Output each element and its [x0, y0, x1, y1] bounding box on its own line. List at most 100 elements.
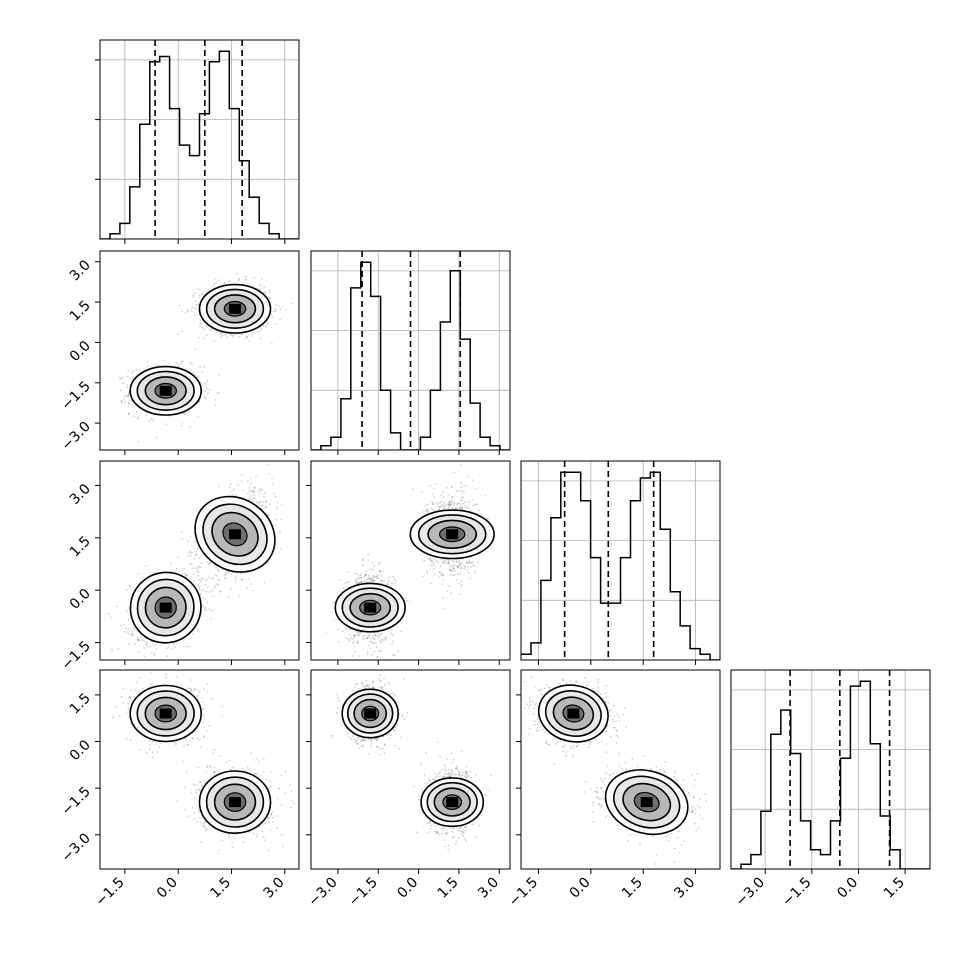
y-tick-label: −3.0 [58, 419, 93, 454]
scatter-point [463, 485, 466, 487]
scatter-point [271, 477, 273, 480]
scatter-point [395, 580, 397, 583]
scatter-point [259, 283, 262, 286]
scatter-point [344, 582, 347, 584]
scatter-point [355, 580, 358, 583]
scatter-point [240, 480, 243, 482]
scatter-point [263, 495, 265, 498]
scatter-point [227, 281, 230, 283]
scatter-point [241, 578, 244, 580]
scatter-panel-2-1 [306, 460, 511, 665]
scatter-point [208, 591, 211, 593]
scatter-point [381, 638, 384, 640]
scatter-point [240, 474, 243, 477]
scatter-point [180, 360, 183, 363]
scatter-point [351, 638, 354, 641]
scatter-point [202, 604, 205, 607]
scatter-point [345, 627, 348, 630]
scatter-point [178, 305, 181, 307]
scatter-point [392, 633, 394, 636]
scatter-point [366, 578, 369, 581]
scatter-point [276, 501, 279, 503]
scatter-point [363, 575, 365, 578]
scatter-point [362, 559, 365, 562]
scatter-point [180, 530, 183, 533]
scatter-point [260, 504, 263, 507]
scatter-point [264, 292, 267, 294]
scatter-point [424, 510, 427, 513]
scatter-point [382, 580, 385, 583]
scatter-point [213, 282, 215, 285]
scatter-point [180, 362, 182, 365]
scatter-point [183, 567, 185, 570]
scatter-point [204, 390, 207, 393]
scatter-point [280, 518, 283, 521]
scatter-point [371, 561, 374, 564]
scatter-point [406, 600, 408, 603]
scatter-point [390, 632, 392, 635]
scatter-point [195, 554, 198, 556]
scatter-point [183, 638, 186, 641]
scatter-point [203, 328, 205, 331]
scatter-point [228, 486, 231, 489]
scatter-point [208, 608, 211, 611]
scatter-point [196, 585, 199, 588]
scatter-point [471, 499, 474, 501]
scatter-point [178, 363, 180, 366]
scatter-point [252, 589, 255, 592]
scatter-point [144, 565, 147, 568]
scatter-point [372, 635, 374, 638]
scatter-point [231, 490, 234, 492]
scatter-panel-1-0: 3.01.50.0−1.5−3.0 [58, 250, 300, 455]
scatter-point [131, 377, 134, 380]
scatter-point [472, 505, 474, 507]
scatter-point [190, 551, 193, 554]
scatter-point [170, 562, 172, 564]
scatter-point [242, 489, 244, 492]
scatter-point [180, 310, 183, 313]
scatter-point [202, 597, 205, 600]
scatter-point [267, 514, 270, 517]
scatter-point [127, 392, 130, 395]
scatter-point [385, 636, 387, 638]
scatter-point [221, 334, 224, 337]
scatter-point [268, 473, 270, 475]
scatter-point [234, 579, 237, 581]
scatter-point [214, 403, 217, 406]
scatter-point [263, 286, 266, 288]
scatter-point [134, 643, 137, 646]
scatter-point [400, 630, 402, 633]
scatter-point [197, 568, 199, 571]
scatter-point [123, 395, 126, 398]
scatter-point [127, 619, 130, 622]
scatter-point [279, 530, 281, 533]
scatter-point [275, 303, 277, 306]
scatter-point [111, 648, 113, 651]
scatter-point [126, 610, 129, 612]
scatter-point [194, 567, 197, 569]
scatter-point [356, 573, 359, 576]
scatter-point [467, 475, 470, 478]
scatter-point [197, 288, 200, 291]
scatter-point [202, 383, 204, 386]
scatter-point [252, 497, 254, 500]
scatter-point [376, 577, 378, 580]
scatter-point [358, 574, 361, 577]
scatter-point [366, 653, 369, 655]
scatter-point [185, 311, 187, 314]
scatter-point [373, 565, 376, 568]
scatter-point [467, 501, 470, 504]
scatter-point [372, 574, 375, 577]
scatter-point [421, 491, 423, 493]
scatter-point [218, 373, 221, 376]
scatter-point [352, 634, 355, 636]
scatter-point [377, 655, 379, 658]
scatter-point [263, 581, 266, 584]
scatter-point [352, 655, 354, 657]
scatter-point [474, 570, 476, 573]
scatter-point [196, 375, 199, 378]
scatter-point [273, 492, 275, 495]
scatter-point [127, 395, 130, 398]
scatter-point [391, 582, 393, 585]
scatter-point [202, 389, 204, 392]
